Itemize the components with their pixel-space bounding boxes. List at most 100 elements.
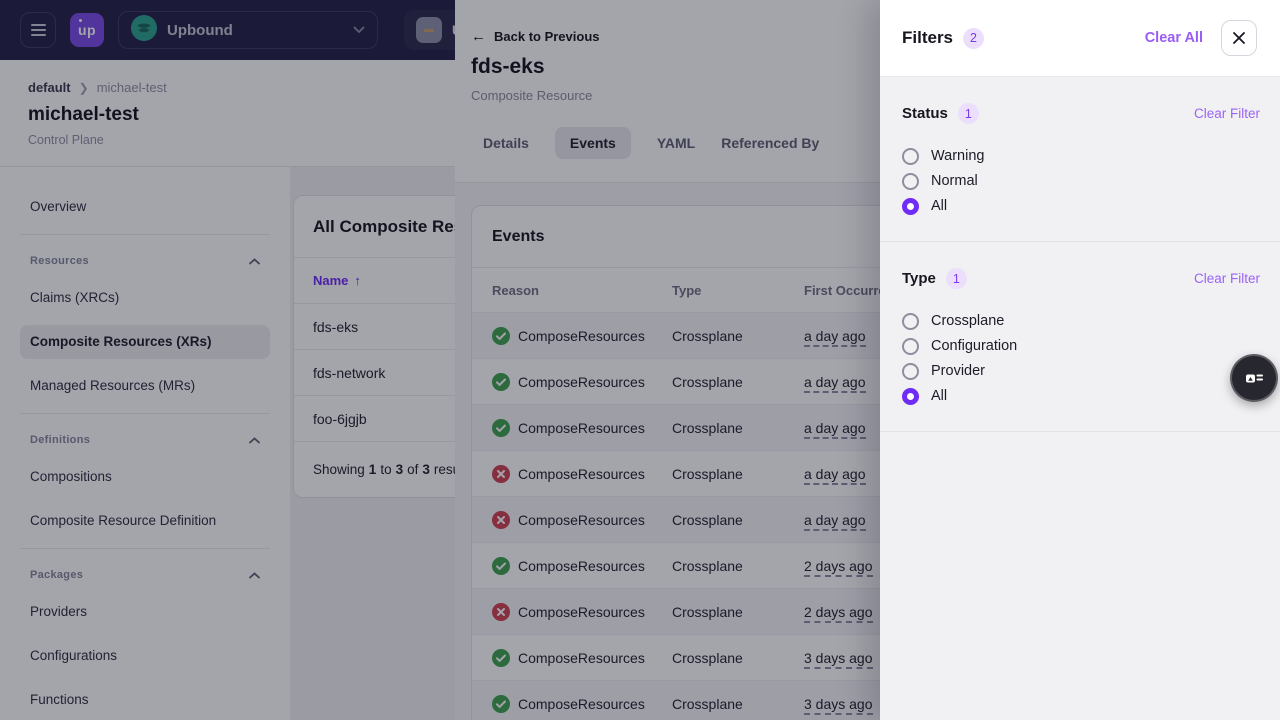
status-success-icon — [492, 556, 510, 575]
page-subtitle: Control Plane — [28, 133, 104, 147]
event-time-cell: a day ago — [804, 327, 1265, 347]
status-error-icon — [492, 464, 510, 483]
dim-overlay[interactable] — [0, 0, 880, 720]
status-error-icon — [492, 510, 510, 529]
panel-launcher-fab[interactable] — [1230, 354, 1278, 402]
clear-filter-button[interactable]: Clear Filter — [1193, 271, 1260, 286]
sidebar-section-label: Packages — [30, 569, 84, 581]
footer-text: to — [380, 462, 392, 477]
event-reason-cell: ComposeResources — [472, 556, 672, 575]
filter-option-crossplane[interactable]: Crossplane — [902, 309, 1260, 333]
sidebar-nav: Overview Resources Claims (XRCs) Composite … — [0, 167, 290, 720]
filter-sections: Status 1 Clear Filter Warning Normal All Type 1… — [880, 77, 1280, 432]
filter-section-type: Type 1 Clear Filter Crossplane Configuration… — [880, 242, 1280, 432]
chevron-up-icon[interactable] — [249, 566, 260, 584]
event-time-tooltip-trigger[interactable]: a day ago — [804, 327, 866, 347]
page-title: michael-test — [28, 104, 139, 125]
footer-text: Showing — [313, 462, 365, 477]
event-time-tooltip-trigger[interactable]: a day ago — [804, 465, 866, 485]
chevron-up-icon[interactable] — [249, 252, 260, 270]
upbound-logo-text: up — [77, 22, 97, 38]
event-reason-cell: ComposeResources — [472, 464, 672, 483]
filter-section-title: Status — [902, 105, 948, 122]
sidebar-item-composite-resources-xrs[interactable]: Composite Resources (XRs) — [20, 325, 270, 359]
footer-to: 3 — [395, 462, 404, 477]
filter-option-label: All — [931, 198, 948, 214]
filter-option-all[interactable]: All — [902, 384, 1260, 408]
sidebar-item-providers[interactable]: Providers — [30, 604, 88, 619]
filter-option-label: Normal — [931, 173, 978, 189]
sidebar-section-packages: Packages — [30, 561, 260, 589]
filter-option-provider[interactable]: Provider — [902, 359, 1260, 383]
event-time-cell: 3 days ago — [804, 695, 1265, 715]
filter-option-warning[interactable]: Warning — [902, 144, 1260, 168]
event-reason-cell: ComposeResources — [472, 372, 672, 391]
event-reason-label: ComposeResources — [518, 327, 645, 344]
sidebar-section-label: Definitions — [30, 434, 91, 446]
sidebar-item-composite-resource-definition[interactable]: Composite Resource Definition — [30, 513, 217, 528]
filter-option-normal[interactable]: Normal — [902, 169, 1260, 193]
event-reason-label: ComposeResources — [518, 373, 645, 390]
clear-filter-button[interactable]: Clear Filter — [1193, 106, 1260, 121]
radio-icon — [902, 172, 919, 190]
event-time-tooltip-trigger[interactable]: 2 days ago — [804, 603, 873, 623]
event-type-cell: Crossplane — [672, 511, 743, 528]
tab-yaml[interactable]: YAML — [656, 135, 696, 151]
sidebar-divider — [20, 548, 270, 549]
tab-details[interactable]: Details — [483, 135, 529, 151]
hamburger-menu-button[interactable] — [20, 12, 56, 48]
sidebar-item-claims-xrcs[interactable]: Claims (XRCs) — [30, 290, 120, 305]
tab-bar: Details Events YAML Referenced By — [483, 127, 819, 159]
tab-events[interactable]: Events — [554, 127, 631, 159]
filter-option-label: Crossplane — [931, 313, 1005, 329]
event-reason-cell: ComposeResources — [472, 418, 672, 437]
breadcrumb-item-default[interactable]: default — [28, 80, 71, 95]
chevron-up-icon[interactable] — [249, 431, 260, 449]
event-time-tooltip-trigger[interactable]: a day ago — [804, 373, 866, 393]
close-icon — [1233, 32, 1245, 44]
event-time-tooltip-trigger[interactable]: a day ago — [804, 511, 866, 531]
filter-section-title: Type — [902, 270, 936, 287]
event-reason-cell: ComposeResources — [472, 602, 672, 621]
back-arrow-icon: ← — [471, 28, 486, 45]
filter-option-all[interactable]: All — [902, 194, 1260, 218]
event-time-tooltip-trigger[interactable]: 3 days ago — [804, 649, 873, 669]
filter-option-label: Provider — [931, 363, 985, 379]
upbound-logo[interactable]: up — [70, 13, 104, 47]
tab-referenced-by[interactable]: Referenced By — [721, 135, 820, 151]
event-type-cell: Crossplane — [672, 465, 743, 482]
event-time-tooltip-trigger[interactable]: 2 days ago — [804, 557, 873, 577]
filter-option-configuration[interactable]: Configuration — [902, 334, 1260, 358]
breadcrumb-item-michael-test[interactable]: michael-test — [96, 80, 167, 95]
sidebar-item-managed-resources-mrs[interactable]: Managed Resources (MRs) — [30, 378, 196, 393]
event-time-cell: 2 days ago — [804, 557, 1265, 577]
event-row: ComposeResources Crossplane a day ago — [472, 450, 1265, 496]
event-reason-cell: ComposeResources — [472, 694, 672, 713]
event-time-tooltip-trigger[interactable]: 3 days ago — [804, 695, 873, 715]
event-reason-cell: ComposeResources — [472, 648, 672, 667]
filter-section-header: Status 1 Clear Filter — [902, 103, 1260, 124]
event-time-tooltip-trigger[interactable]: a day ago — [804, 419, 866, 439]
sidebar-item-overview[interactable]: Overview — [30, 199, 87, 214]
back-to-previous-link[interactable]: ← Back to Previous — [471, 28, 600, 45]
footer-from: 1 — [368, 462, 377, 477]
clear-all-button[interactable]: Clear All — [1144, 30, 1203, 46]
event-row: ComposeResources Crossplane 2 days ago — [472, 542, 1265, 588]
close-filters-button[interactable] — [1221, 20, 1257, 56]
event-row: ComposeResources Crossplane 3 days ago — [472, 634, 1265, 680]
filter-count-badge: 1 — [945, 268, 967, 289]
org-switcher-dropdown[interactable]: Upbound — [118, 11, 378, 49]
back-link-label: Back to Previous — [494, 29, 600, 44]
filter-option-label: Warning — [931, 148, 985, 164]
org-switcher-label: Upbound — [167, 21, 233, 39]
sidebar-section-definitions: Definitions — [30, 426, 260, 454]
event-reason-label: ComposeResources — [518, 649, 645, 666]
radio-icon — [902, 362, 919, 380]
radio-icon — [902, 387, 919, 405]
event-type-cell: Crossplane — [672, 557, 743, 574]
sidebar-item-functions[interactable]: Functions — [30, 692, 89, 707]
sidebar-item-configurations[interactable]: Configurations — [30, 648, 118, 663]
hamburger-icon — [30, 24, 46, 26]
event-reason-label: ComposeResources — [518, 511, 645, 528]
sidebar-item-compositions[interactable]: Compositions — [30, 469, 112, 484]
